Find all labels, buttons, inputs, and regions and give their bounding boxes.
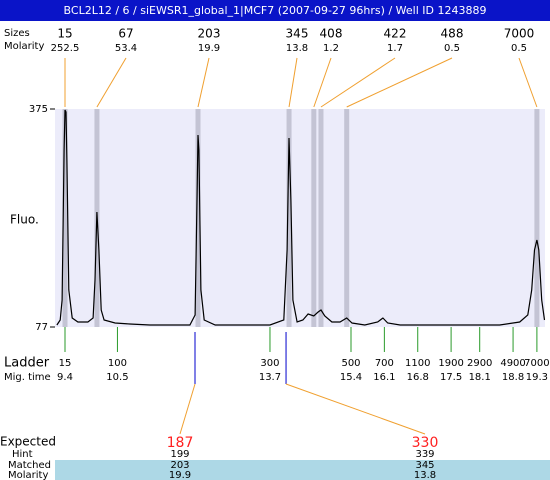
peak-size: 67 xyxy=(118,27,133,41)
ladder-mig-time: 13.7 xyxy=(259,372,281,383)
ladder-mig-time: 10.5 xyxy=(106,372,128,383)
ladder-size: 1100 xyxy=(405,358,430,369)
peak-connector xyxy=(197,57,210,108)
matched-molarity: 19.9 xyxy=(169,470,191,480)
expected-size: 187 xyxy=(167,435,194,451)
peak-molarity: 0.5 xyxy=(511,43,527,54)
ladder-mig-time: 18.8 xyxy=(502,372,524,383)
peak-size: 203 xyxy=(198,27,221,41)
y-axis-label: Fluo. xyxy=(10,213,39,227)
expected-size: 330 xyxy=(412,435,439,451)
peak-molarity: 19.9 xyxy=(198,43,220,54)
peak-connector xyxy=(313,57,332,108)
peak-band xyxy=(318,109,324,327)
ladder-size: 15 xyxy=(59,358,72,369)
match-connector xyxy=(179,383,196,435)
peak-band xyxy=(534,109,540,327)
hint-size: 199 xyxy=(170,449,189,460)
ladder-size: 300 xyxy=(260,358,279,369)
peak-connector xyxy=(96,57,127,108)
hint-size: 339 xyxy=(415,449,434,460)
peak-size: 7000 xyxy=(504,27,535,41)
title-bar xyxy=(0,0,550,21)
ladder-size: 4900 xyxy=(500,358,525,369)
ladder-mig-time: 19.3 xyxy=(526,372,548,383)
row-label: Molarity xyxy=(4,41,44,52)
ladder-size: 2900 xyxy=(467,358,492,369)
matched-molarity: 13.8 xyxy=(414,470,436,480)
peak-connector xyxy=(288,57,298,108)
peak-molarity: 53.4 xyxy=(115,43,137,54)
row-label: Sizes xyxy=(4,28,30,39)
ladder-size: 100 xyxy=(108,358,127,369)
ladder-size: 700 xyxy=(375,358,394,369)
peak-molarity: 252.5 xyxy=(51,43,80,54)
row-band xyxy=(55,460,550,471)
peak-connector xyxy=(320,57,396,108)
trace xyxy=(56,109,546,326)
ladder-mig-time: 17.5 xyxy=(440,372,462,383)
ladder-size: 7000 xyxy=(524,358,549,369)
row-label: Matched xyxy=(8,460,51,471)
peak-size: 408 xyxy=(320,27,343,41)
peak-connector xyxy=(346,57,453,108)
plot-area xyxy=(55,109,545,327)
peak-band xyxy=(286,109,292,327)
matched-size: 203 xyxy=(170,460,189,471)
ladder-mig-time: 16.1 xyxy=(373,372,395,383)
ladder-mig-time: 9.4 xyxy=(57,372,73,383)
ladder-mig-time: 16.8 xyxy=(407,372,429,383)
ladder-mig-time: 18.1 xyxy=(469,372,491,383)
ladder-mig-time: 15.4 xyxy=(340,372,362,383)
peak-size: 345 xyxy=(286,27,309,41)
ladder-size: 1900 xyxy=(438,358,463,369)
peak-molarity: 1.7 xyxy=(387,43,403,54)
ladder-size: 500 xyxy=(341,358,360,369)
peak-size: 488 xyxy=(441,27,464,41)
row-label: Mig. time xyxy=(4,372,51,383)
row-label: Hint xyxy=(12,449,33,460)
peak-size: 422 xyxy=(384,27,407,41)
peak-size: 15 xyxy=(57,27,72,41)
peak-band xyxy=(62,109,68,327)
row-label: Ladder xyxy=(4,356,50,371)
title: BCL2L12 / 6 / siEWSR1_global_1|MCF7 (200… xyxy=(64,4,487,17)
peak-molarity: 1.2 xyxy=(323,43,339,54)
y-tick-label: 375 xyxy=(29,104,48,115)
matched-size: 345 xyxy=(415,460,434,471)
peak-band xyxy=(195,109,201,327)
peak-molarity: 0.5 xyxy=(444,43,460,54)
match-connector xyxy=(285,383,426,435)
y-tick-label: 77 xyxy=(35,322,48,333)
peak-molarity: 13.8 xyxy=(286,43,308,54)
row-band xyxy=(55,471,550,480)
row-label: Expected xyxy=(0,435,56,449)
row-label: Molarity xyxy=(8,470,48,480)
peak-connector xyxy=(518,57,538,108)
peak-band xyxy=(344,109,350,327)
peak-band xyxy=(311,109,317,327)
